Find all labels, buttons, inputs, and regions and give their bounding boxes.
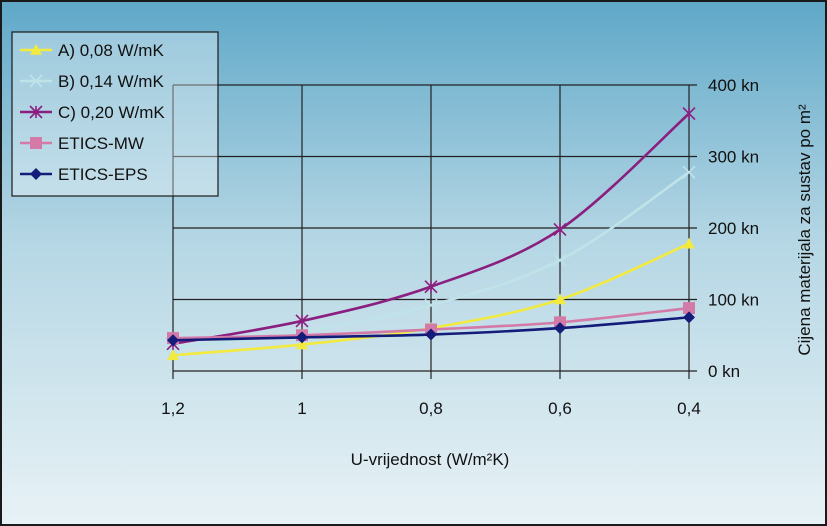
y-tick-label: 100 kn <box>708 291 759 310</box>
y-tick-label: 400 kn <box>708 76 759 95</box>
x-axis-label: U-vrijednost (W/m²K) <box>351 450 510 469</box>
legend-item: ETICS-EPS <box>20 165 148 184</box>
legend-label: C) 0,20 W/mK <box>58 103 165 122</box>
data-point <box>554 293 566 305</box>
data-point <box>554 322 566 335</box>
data-point <box>424 298 438 312</box>
legend-label: ETICS-MW <box>58 134 144 153</box>
data-point <box>553 222 567 236</box>
y-tick-label: 300 kn <box>708 148 759 167</box>
data-point <box>683 302 695 315</box>
legend-item: ETICS-MW <box>20 134 144 153</box>
y-tick-labels: 0 kn 100 kn 200 kn 300 kn 400 kn <box>708 76 759 381</box>
x-tick-labels: 1,2 1 0,8 0,6 0,4 <box>161 399 701 418</box>
x-tick-label: 0,4 <box>677 399 701 418</box>
legend-item: A) 0,08 W/mK <box>20 41 164 60</box>
x-tick-label: 0,8 <box>419 399 443 418</box>
x-tick-label: 1,2 <box>161 399 185 418</box>
data-point <box>424 280 438 294</box>
y-axis-label: Cijena materijala za sustav po m² <box>795 104 814 356</box>
data-point <box>167 334 179 347</box>
series <box>167 311 695 347</box>
data-point <box>30 137 42 149</box>
x-tick-label: 0,6 <box>548 399 572 418</box>
legend-box <box>11 31 219 197</box>
data-point <box>425 328 437 341</box>
grid <box>172 84 697 379</box>
data-point <box>683 237 695 249</box>
data-point <box>682 107 696 121</box>
data-point <box>682 165 696 179</box>
legend-item: C) 0,20 W/mK <box>20 103 165 122</box>
data-point <box>296 338 308 350</box>
legend-label: A) 0,08 W/mK <box>58 41 164 60</box>
data-point <box>29 105 43 119</box>
data-point <box>295 314 309 328</box>
legend: A) 0,08 W/mK B) 0,14 W/mK C) 0,20 W/mK ETIC… <box>11 31 219 197</box>
data-point <box>553 253 567 267</box>
x-tick-label: 1 <box>297 399 306 418</box>
data-point <box>29 74 43 88</box>
data-point <box>296 331 308 344</box>
y-tick-label: 0 kn <box>708 362 740 381</box>
data-point <box>167 349 179 361</box>
data-point <box>30 168 42 180</box>
data-point <box>683 311 695 324</box>
legend-label: B) 0,14 W/mK <box>58 72 164 91</box>
legend-item: B) 0,14 W/mK <box>20 72 164 91</box>
data-point <box>30 44 42 55</box>
y-tick-label: 200 kn <box>708 219 759 238</box>
legend-label: ETICS-EPS <box>58 165 148 184</box>
series-layer <box>166 107 696 361</box>
